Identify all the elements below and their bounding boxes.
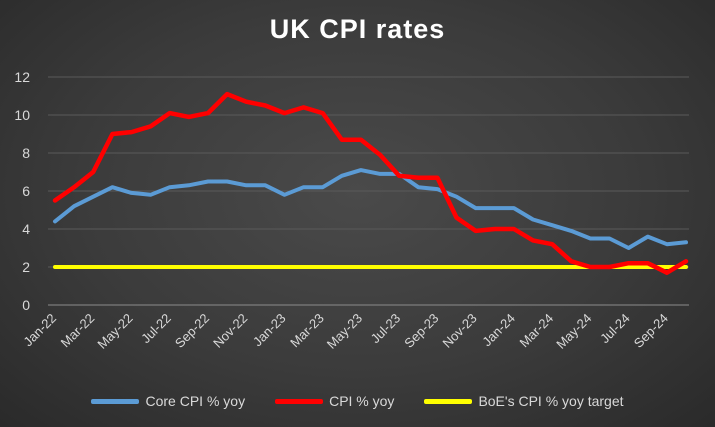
grid-lines <box>48 76 689 306</box>
legend-item-boe-target: BoE's CPI % yoy target <box>424 393 624 409</box>
y-tick-label: 8 <box>22 145 30 161</box>
legend-item-cpi: CPI % yoy <box>275 393 394 409</box>
series-line-core-cpi-yoy <box>53 168 688 250</box>
x-tick-label: May-22 <box>94 311 135 352</box>
series-lines <box>52 91 689 275</box>
x-tick-label: Mar-23 <box>287 311 327 351</box>
legend-label-boe-target: BoE's CPI % yoy target <box>478 393 624 409</box>
x-tick-label: Jul-24 <box>597 311 633 347</box>
x-tick-label: Nov-23 <box>440 311 480 351</box>
legend-item-core-cpi: Core CPI % yoy <box>91 393 245 409</box>
y-tick-label: 10 <box>14 107 30 123</box>
x-tick-label: Sep-24 <box>631 311 671 351</box>
x-tick-label: Mar-22 <box>58 311 98 351</box>
y-tick-label: 4 <box>22 221 30 237</box>
legend: Core CPI % yoy CPI % yoy BoE's CPI % yoy… <box>0 393 715 409</box>
x-tick-label: Sep-22 <box>172 311 212 351</box>
y-tick-label: 12 <box>14 69 30 85</box>
series-line-cpi-yoy <box>52 91 689 275</box>
chart-title: UK CPI rates <box>269 14 446 44</box>
x-tick-label: May-24 <box>553 311 594 352</box>
legend-label-core-cpi: Core CPI % yoy <box>145 393 246 409</box>
x-tick-label: Nov-22 <box>210 311 250 351</box>
x-tick-label: Sep-23 <box>401 311 441 351</box>
legend-swatch-boe-target <box>424 398 473 404</box>
y-tick-label: 0 <box>22 297 30 313</box>
x-tick-label: May-23 <box>324 311 365 352</box>
x-tick-label: Jan-23 <box>250 311 289 350</box>
y-tick-label: 2 <box>22 259 30 275</box>
x-tick-label: Jul-22 <box>138 311 174 347</box>
x-tick-label: Mar-24 <box>517 311 557 351</box>
x-tick-label: Jan-22 <box>20 311 59 350</box>
legend-swatch-cpi <box>275 398 324 404</box>
x-tick-label: Jan-24 <box>479 311 518 350</box>
legend-label-cpi: CPI % yoy <box>329 393 395 409</box>
y-tick-label: 6 <box>22 183 30 199</box>
legend-swatch-core-cpi <box>91 398 140 404</box>
x-tick-label: Jul-23 <box>368 311 404 347</box>
